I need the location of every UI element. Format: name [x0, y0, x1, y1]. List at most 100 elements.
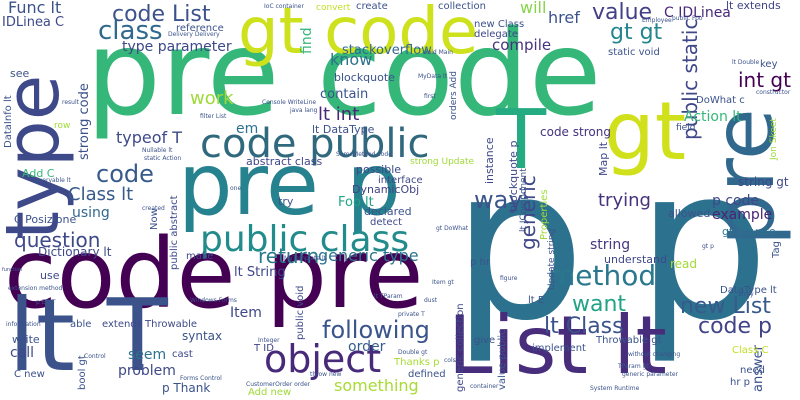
word-void-main: void Main [424, 49, 453, 56]
word-orders-add: orders Add [449, 71, 459, 120]
word-work: work [190, 88, 234, 109]
word-compile: compile [492, 36, 552, 54]
word-somemethod-code: SomeMethod code [336, 151, 392, 158]
word-generic-type: generic type [318, 246, 419, 265]
word-class: class [98, 16, 163, 46]
word-lt-tparam: lt TParam [374, 293, 403, 300]
word-using: using [72, 205, 110, 221]
word-syntax: syntax [182, 329, 223, 343]
word-function: function [2, 267, 23, 273]
word-figure: figure [500, 275, 518, 282]
word-windows-forms: Windows Forms [190, 297, 237, 304]
word-gt: gt [604, 85, 687, 178]
word-return: return [258, 244, 320, 268]
word-tag: Tag [771, 241, 782, 258]
word-interface: interface [378, 175, 423, 186]
word-cols: cols [444, 357, 456, 364]
word-lt-e: lt E [528, 295, 545, 306]
word-lt-double: lt Double [732, 59, 760, 66]
word-cast: cast [172, 349, 193, 360]
word-result: result [62, 99, 79, 106]
word-c-idlinea: C IDLinea [664, 5, 731, 21]
word-gt-code: gt code [238, 0, 479, 69]
word-code-p: code p [698, 314, 773, 339]
word-bool-gt: bool gt [77, 355, 88, 390]
word-idlinea-c: IDLinea C [2, 15, 65, 30]
word-class-c: Class C [732, 345, 769, 356]
word-lt-int: lt int [318, 104, 360, 125]
word-blockquote: blockquote [334, 71, 395, 84]
word-lt-t: lt T [8, 277, 168, 394]
word-value-public: value public [497, 329, 508, 390]
word-ioc-container: IoC container [264, 3, 304, 10]
word-way: way [474, 186, 523, 214]
word-following: following [322, 316, 430, 344]
word-one: one [230, 185, 242, 192]
word-try: try [278, 195, 294, 208]
word-code-list: code List [112, 2, 211, 27]
word-tparam-gt: TParam gt [618, 363, 649, 370]
word-pre-code: pre code [86, 4, 602, 142]
word-delegate: delegate [474, 29, 518, 40]
word-code: code [96, 160, 154, 188]
word-thanks-p: Thanks p [394, 357, 440, 368]
word-example: example [712, 207, 773, 223]
word-give: give [474, 335, 496, 346]
word-contain: contain [320, 87, 369, 102]
word-item: Item [230, 305, 262, 321]
word-public-class: public class [200, 219, 410, 260]
word-list-lt: List lt [448, 299, 667, 392]
word-gt-gt: gt gt [610, 20, 663, 45]
word-detect: detect [370, 217, 402, 228]
word-p-edit: p EDIT [36, 299, 56, 306]
word-generic-collection: generic collection [455, 303, 466, 392]
word-public-abstract: public abstract [169, 195, 180, 270]
word-dust: dust [424, 297, 438, 304]
word-create: create [356, 1, 388, 12]
word-pre-p: pre p [178, 135, 401, 235]
word-mydata-lt: MyData lt [418, 73, 447, 80]
word-map-lt: Map lt [597, 141, 610, 176]
word-delivery-delivery: Delivery Delivery [168, 31, 220, 38]
word-iqueryable-lt: IQueryable lt [32, 177, 71, 184]
word-seem: seem [128, 347, 167, 363]
word-private-t: private T [398, 311, 425, 318]
word-gt-private: gt private [722, 225, 776, 238]
word-throw-new: throw new [310, 371, 342, 378]
word-func-lt: Func lt [8, 0, 62, 17]
word-information: information [6, 321, 41, 328]
word-field: field [676, 123, 696, 133]
word-problem: problem [118, 363, 176, 379]
word-class-lt: Class lt [68, 184, 134, 205]
word-want: want [572, 292, 627, 317]
word-update-string: Update string [547, 228, 557, 290]
word-static-action: static Action [144, 155, 182, 162]
word-item-gt: Item gt [432, 279, 454, 286]
word-use: use [40, 269, 60, 282]
word-something: something [334, 376, 419, 395]
word-able: able [70, 319, 92, 330]
word-implement: implement [532, 343, 586, 354]
word-dynamicobj: DynamicObj [352, 183, 420, 196]
word-control: Control [84, 353, 106, 360]
word-java-lang: java lang [290, 107, 318, 114]
word-question: question [14, 228, 101, 252]
word-em: em [236, 121, 259, 137]
word-string-gt: string gt [738, 175, 789, 189]
word-collection: collection [438, 1, 486, 12]
word-understand: understand [604, 253, 667, 266]
word-jon-skeet: Jon Skeet [769, 118, 779, 160]
word-read: read [670, 257, 698, 271]
word-forms-control: Forms Control [180, 375, 222, 382]
word-need: need [740, 365, 765, 376]
word-lt-datatype: lt DataType [312, 123, 375, 136]
word-add-new: Add new [248, 387, 292, 398]
word-t: T [496, 93, 547, 188]
word-gt-p: gt p [702, 243, 714, 250]
word-will: will [520, 0, 547, 17]
word-add-c: Add C [22, 167, 55, 180]
word-typeof-t: typeof T [116, 128, 183, 147]
word-new-list: new List [680, 294, 771, 319]
word-reference: reference [176, 23, 224, 34]
word-declared: declared [364, 205, 412, 218]
